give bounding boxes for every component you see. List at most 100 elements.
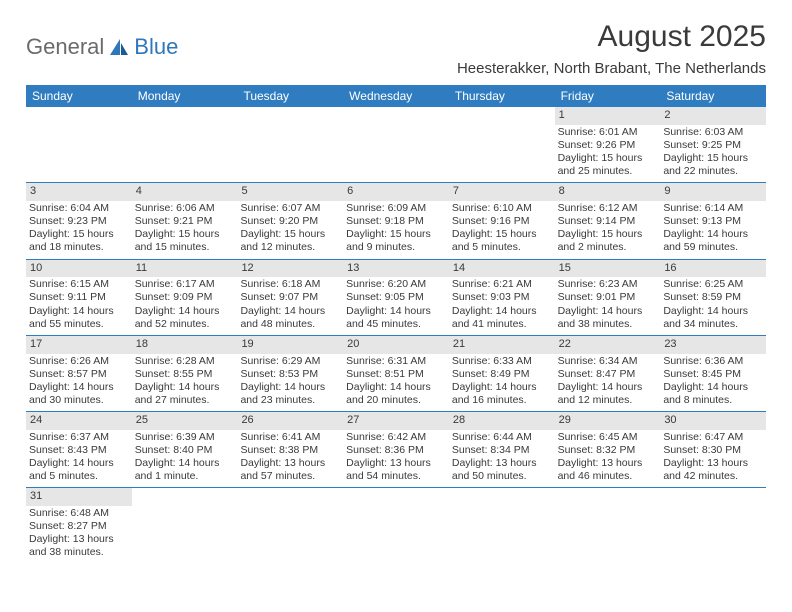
day-cell: 25Sunrise: 6:39 AMSunset: 8:40 PMDayligh… xyxy=(132,412,238,487)
day-body: Sunrise: 6:04 AMSunset: 9:23 PMDaylight:… xyxy=(26,201,132,259)
day-number: 20 xyxy=(343,336,449,354)
day-number: 23 xyxy=(660,336,766,354)
day-number: 11 xyxy=(132,260,238,278)
day-number xyxy=(26,107,132,125)
day-body xyxy=(237,125,343,130)
logo-text-general: General xyxy=(26,34,104,60)
day-line: Sunset: 8:55 PM xyxy=(135,368,235,381)
day-cell: 11Sunrise: 6:17 AMSunset: 9:09 PMDayligh… xyxy=(132,260,238,335)
day-body: Sunrise: 6:31 AMSunset: 8:51 PMDaylight:… xyxy=(343,354,449,412)
dow-cell: Friday xyxy=(555,85,661,107)
day-line: Sunset: 8:36 PM xyxy=(346,444,446,457)
day-cell: 24Sunrise: 6:37 AMSunset: 8:43 PMDayligh… xyxy=(26,412,132,487)
day-body: Sunrise: 6:34 AMSunset: 8:47 PMDaylight:… xyxy=(555,354,661,412)
day-body xyxy=(343,506,449,511)
day-line: Sunrise: 6:47 AM xyxy=(663,431,763,444)
day-line: Sunrise: 6:07 AM xyxy=(240,202,340,215)
day-line: Sunset: 9:11 PM xyxy=(29,291,129,304)
day-number: 4 xyxy=(132,183,238,201)
dow-cell: Saturday xyxy=(660,85,766,107)
day-line: Sunset: 9:16 PM xyxy=(452,215,552,228)
day-body xyxy=(449,506,555,511)
month-title: August 2025 xyxy=(457,20,766,54)
day-line: Sunrise: 6:48 AM xyxy=(29,507,129,520)
day-line: Sunset: 9:03 PM xyxy=(452,291,552,304)
day-line: Daylight: 15 hours and 12 minutes. xyxy=(240,228,340,254)
day-cell xyxy=(26,107,132,182)
day-cell: 15Sunrise: 6:23 AMSunset: 9:01 PMDayligh… xyxy=(555,260,661,335)
day-body xyxy=(449,125,555,130)
day-body: Sunrise: 6:17 AMSunset: 9:09 PMDaylight:… xyxy=(132,277,238,335)
day-line: Sunrise: 6:23 AM xyxy=(558,278,658,291)
day-line: Sunrise: 6:14 AM xyxy=(663,202,763,215)
day-number xyxy=(449,488,555,506)
day-cell xyxy=(555,488,661,563)
day-cell: 30Sunrise: 6:47 AMSunset: 8:30 PMDayligh… xyxy=(660,412,766,487)
day-line: Sunset: 8:34 PM xyxy=(452,444,552,457)
day-number: 15 xyxy=(555,260,661,278)
day-line: Sunset: 9:18 PM xyxy=(346,215,446,228)
day-cell: 6Sunrise: 6:09 AMSunset: 9:18 PMDaylight… xyxy=(343,183,449,258)
week-row: 31Sunrise: 6:48 AMSunset: 8:27 PMDayligh… xyxy=(26,488,766,563)
day-body: Sunrise: 6:36 AMSunset: 8:45 PMDaylight:… xyxy=(660,354,766,412)
day-line: Daylight: 14 hours and 38 minutes. xyxy=(558,305,658,331)
day-line: Daylight: 14 hours and 34 minutes. xyxy=(663,305,763,331)
day-line: Daylight: 14 hours and 30 minutes. xyxy=(29,381,129,407)
day-cell xyxy=(343,488,449,563)
day-line: Daylight: 14 hours and 45 minutes. xyxy=(346,305,446,331)
day-body xyxy=(555,506,661,511)
day-line: Daylight: 14 hours and 5 minutes. xyxy=(29,457,129,483)
day-line: Daylight: 15 hours and 9 minutes. xyxy=(346,228,446,254)
day-line: Sunrise: 6:41 AM xyxy=(240,431,340,444)
day-body: Sunrise: 6:26 AMSunset: 8:57 PMDaylight:… xyxy=(26,354,132,412)
day-number: 1 xyxy=(555,107,661,125)
day-line: Daylight: 13 hours and 46 minutes. xyxy=(558,457,658,483)
logo: General Blue xyxy=(26,20,178,60)
day-line: Daylight: 14 hours and 41 minutes. xyxy=(452,305,552,331)
day-body: Sunrise: 6:20 AMSunset: 9:05 PMDaylight:… xyxy=(343,277,449,335)
day-line: Sunrise: 6:42 AM xyxy=(346,431,446,444)
day-body: Sunrise: 6:25 AMSunset: 8:59 PMDaylight:… xyxy=(660,277,766,335)
day-number: 6 xyxy=(343,183,449,201)
day-body: Sunrise: 6:42 AMSunset: 8:36 PMDaylight:… xyxy=(343,430,449,488)
day-cell: 28Sunrise: 6:44 AMSunset: 8:34 PMDayligh… xyxy=(449,412,555,487)
day-body: Sunrise: 6:06 AMSunset: 9:21 PMDaylight:… xyxy=(132,201,238,259)
day-line: Sunset: 9:13 PM xyxy=(663,215,763,228)
day-cell: 18Sunrise: 6:28 AMSunset: 8:55 PMDayligh… xyxy=(132,336,238,411)
day-line: Sunset: 9:09 PM xyxy=(135,291,235,304)
day-number: 19 xyxy=(237,336,343,354)
dow-row: SundayMondayTuesdayWednesdayThursdayFrid… xyxy=(26,85,766,107)
day-number xyxy=(132,488,238,506)
day-line: Daylight: 14 hours and 16 minutes. xyxy=(452,381,552,407)
day-cell xyxy=(660,488,766,563)
day-number: 25 xyxy=(132,412,238,430)
day-line: Daylight: 15 hours and 5 minutes. xyxy=(452,228,552,254)
day-line: Sunrise: 6:06 AM xyxy=(135,202,235,215)
day-line: Sunset: 8:40 PM xyxy=(135,444,235,457)
day-cell xyxy=(132,107,238,182)
location: Heesterakker, North Brabant, The Netherl… xyxy=(457,60,766,77)
day-line: Sunset: 8:47 PM xyxy=(558,368,658,381)
week-row: 3Sunrise: 6:04 AMSunset: 9:23 PMDaylight… xyxy=(26,183,766,259)
day-number: 8 xyxy=(555,183,661,201)
day-number: 28 xyxy=(449,412,555,430)
day-line: Daylight: 13 hours and 38 minutes. xyxy=(29,533,129,559)
day-line: Sunrise: 6:20 AM xyxy=(346,278,446,291)
day-cell: 31Sunrise: 6:48 AMSunset: 8:27 PMDayligh… xyxy=(26,488,132,563)
day-line: Sunrise: 6:26 AM xyxy=(29,355,129,368)
day-line: Daylight: 14 hours and 59 minutes. xyxy=(663,228,763,254)
day-line: Sunset: 9:05 PM xyxy=(346,291,446,304)
day-cell: 3Sunrise: 6:04 AMSunset: 9:23 PMDaylight… xyxy=(26,183,132,258)
day-body xyxy=(26,125,132,130)
day-body: Sunrise: 6:39 AMSunset: 8:40 PMDaylight:… xyxy=(132,430,238,488)
day-number: 5 xyxy=(237,183,343,201)
day-cell: 23Sunrise: 6:36 AMSunset: 8:45 PMDayligh… xyxy=(660,336,766,411)
day-number: 18 xyxy=(132,336,238,354)
day-number: 9 xyxy=(660,183,766,201)
day-line: Daylight: 14 hours and 27 minutes. xyxy=(135,381,235,407)
day-body: Sunrise: 6:37 AMSunset: 8:43 PMDaylight:… xyxy=(26,430,132,488)
day-cell: 1Sunrise: 6:01 AMSunset: 9:26 PMDaylight… xyxy=(555,107,661,182)
day-cell: 10Sunrise: 6:15 AMSunset: 9:11 PMDayligh… xyxy=(26,260,132,335)
day-cell: 9Sunrise: 6:14 AMSunset: 9:13 PMDaylight… xyxy=(660,183,766,258)
day-line: Daylight: 14 hours and 8 minutes. xyxy=(663,381,763,407)
